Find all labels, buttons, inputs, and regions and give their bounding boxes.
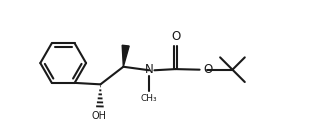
Text: O: O <box>203 63 212 76</box>
Text: O: O <box>171 30 180 43</box>
Text: N: N <box>145 63 154 76</box>
Text: CH₃: CH₃ <box>141 94 157 103</box>
Polygon shape <box>122 45 129 67</box>
Text: OH: OH <box>92 111 107 121</box>
